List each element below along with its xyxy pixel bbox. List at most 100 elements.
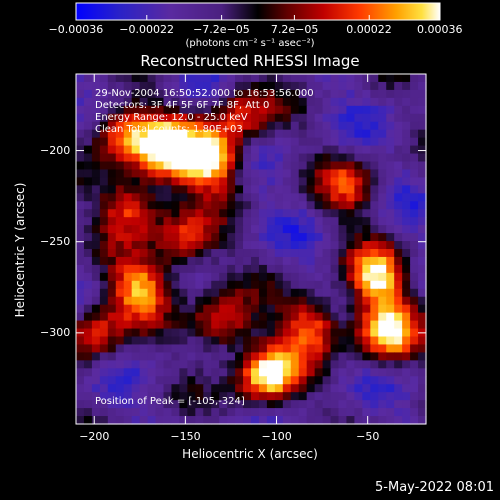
heatmap-cell [282,105,292,115]
heatmap-cell [219,113,228,123]
heatmap-cell [394,368,403,377]
heatmap-cell [123,177,133,186]
heatmap-cell [354,233,363,242]
heatmap-cell [163,272,173,282]
heatmap-cell [386,161,395,171]
heatmap-cell [282,169,292,178]
heatmap-cell [298,81,308,91]
heatmap-cell [115,360,125,369]
heatmap-cell [227,129,236,139]
heatmap-cell [83,312,93,322]
heatmap-cell [370,368,379,377]
heatmap-cell [171,145,180,155]
heatmap-cell [346,145,355,155]
heatmap-cell [91,145,101,155]
heatmap-cell [362,233,371,242]
heatmap-cell [219,217,228,226]
heatmap-cell [115,233,125,242]
heatmap-cell [91,217,101,226]
heatmap-cell [354,249,363,258]
heatmap-cell [322,384,332,393]
heatmap-cell [235,336,244,346]
heatmap-cell [123,328,133,338]
heatmap-cell [107,360,117,369]
heatmap-cell [139,296,149,306]
heatmap-cell [362,161,371,171]
heatmap-cell [227,233,236,242]
heatmap-cell [107,272,117,282]
heatmap-cell [322,328,332,338]
heatmap-cell [155,368,165,377]
heatmap-cell [123,89,133,99]
heatmap-cell [290,233,300,242]
heatmap-cell [131,336,141,346]
heatmap-cell [155,233,165,242]
heatmap-cell [219,97,228,107]
heatmap-cell [394,352,403,361]
heatmap-cell [298,360,308,369]
heatmap-cell [187,264,196,274]
heatmap-cell [76,352,85,361]
heatmap-cell [338,105,348,115]
heatmap-cell [266,376,276,385]
heatmap-cell [306,416,316,425]
heatmap-cell [155,264,165,274]
heatmap-cell [410,368,419,377]
heatmap-cell [251,352,260,361]
heatmap-cell [402,296,411,306]
footer-timestamp: 5-May-2022 08:01 [375,480,494,495]
heatmap-cell [266,145,276,155]
heatmap-cell [282,153,292,163]
heatmap-cell [211,376,220,385]
heatmap-cell [386,121,395,131]
heatmap-cell [155,193,165,202]
heatmap-cell [346,392,355,401]
heatmap-cell [354,392,363,401]
heatmap-cell [163,392,173,401]
heatmap-cell [187,296,196,306]
heatmap-cell [163,217,173,226]
heatmap-cell [330,113,340,123]
heatmap-cell [370,392,379,401]
heatmap-cell [258,256,268,266]
heatmap-cell [386,360,395,369]
heatmap-cell [418,137,427,147]
heatmap-cell [83,416,93,425]
heatmap-cell [195,272,204,282]
heatmap-cell [171,201,180,210]
heatmap-cell [258,81,268,91]
heatmap-cell [187,193,196,202]
heatmap-cell [251,137,260,147]
heatmap-cell [290,153,300,163]
heatmap-cell [354,376,363,385]
heatmap-cell [123,201,133,210]
heatmap-cell [386,280,395,290]
heatmap-cell [115,89,125,99]
heatmap-cell [266,113,276,123]
heatmap-cell [203,256,212,266]
heatmap-cell [346,352,355,361]
heatmap-cell [370,312,379,322]
heatmap-cell [330,296,340,306]
heatmap-cell [330,336,340,346]
heatmap-cell [266,201,276,210]
heatmap-cell [394,113,403,123]
heatmap-cell [235,97,244,107]
heatmap-cell [394,241,403,250]
heatmap-cell [123,304,133,314]
heatmap-cell [386,145,395,155]
heatmap-cell [219,360,228,369]
heatmap-cell [235,193,244,202]
heatmap-cell [370,336,379,346]
heatmap-cell [290,225,300,234]
heatmap-cell [219,320,228,330]
heatmap-cell [211,312,220,322]
heatmap-cell [171,217,180,226]
heatmap-cell [83,233,93,242]
heatmap-cell [251,153,260,163]
heatmap-cell [402,336,411,346]
heatmap-cell [410,384,419,393]
heatmap-cell [330,400,340,409]
heatmap-cell [346,304,355,314]
heatmap-cell [298,129,308,139]
